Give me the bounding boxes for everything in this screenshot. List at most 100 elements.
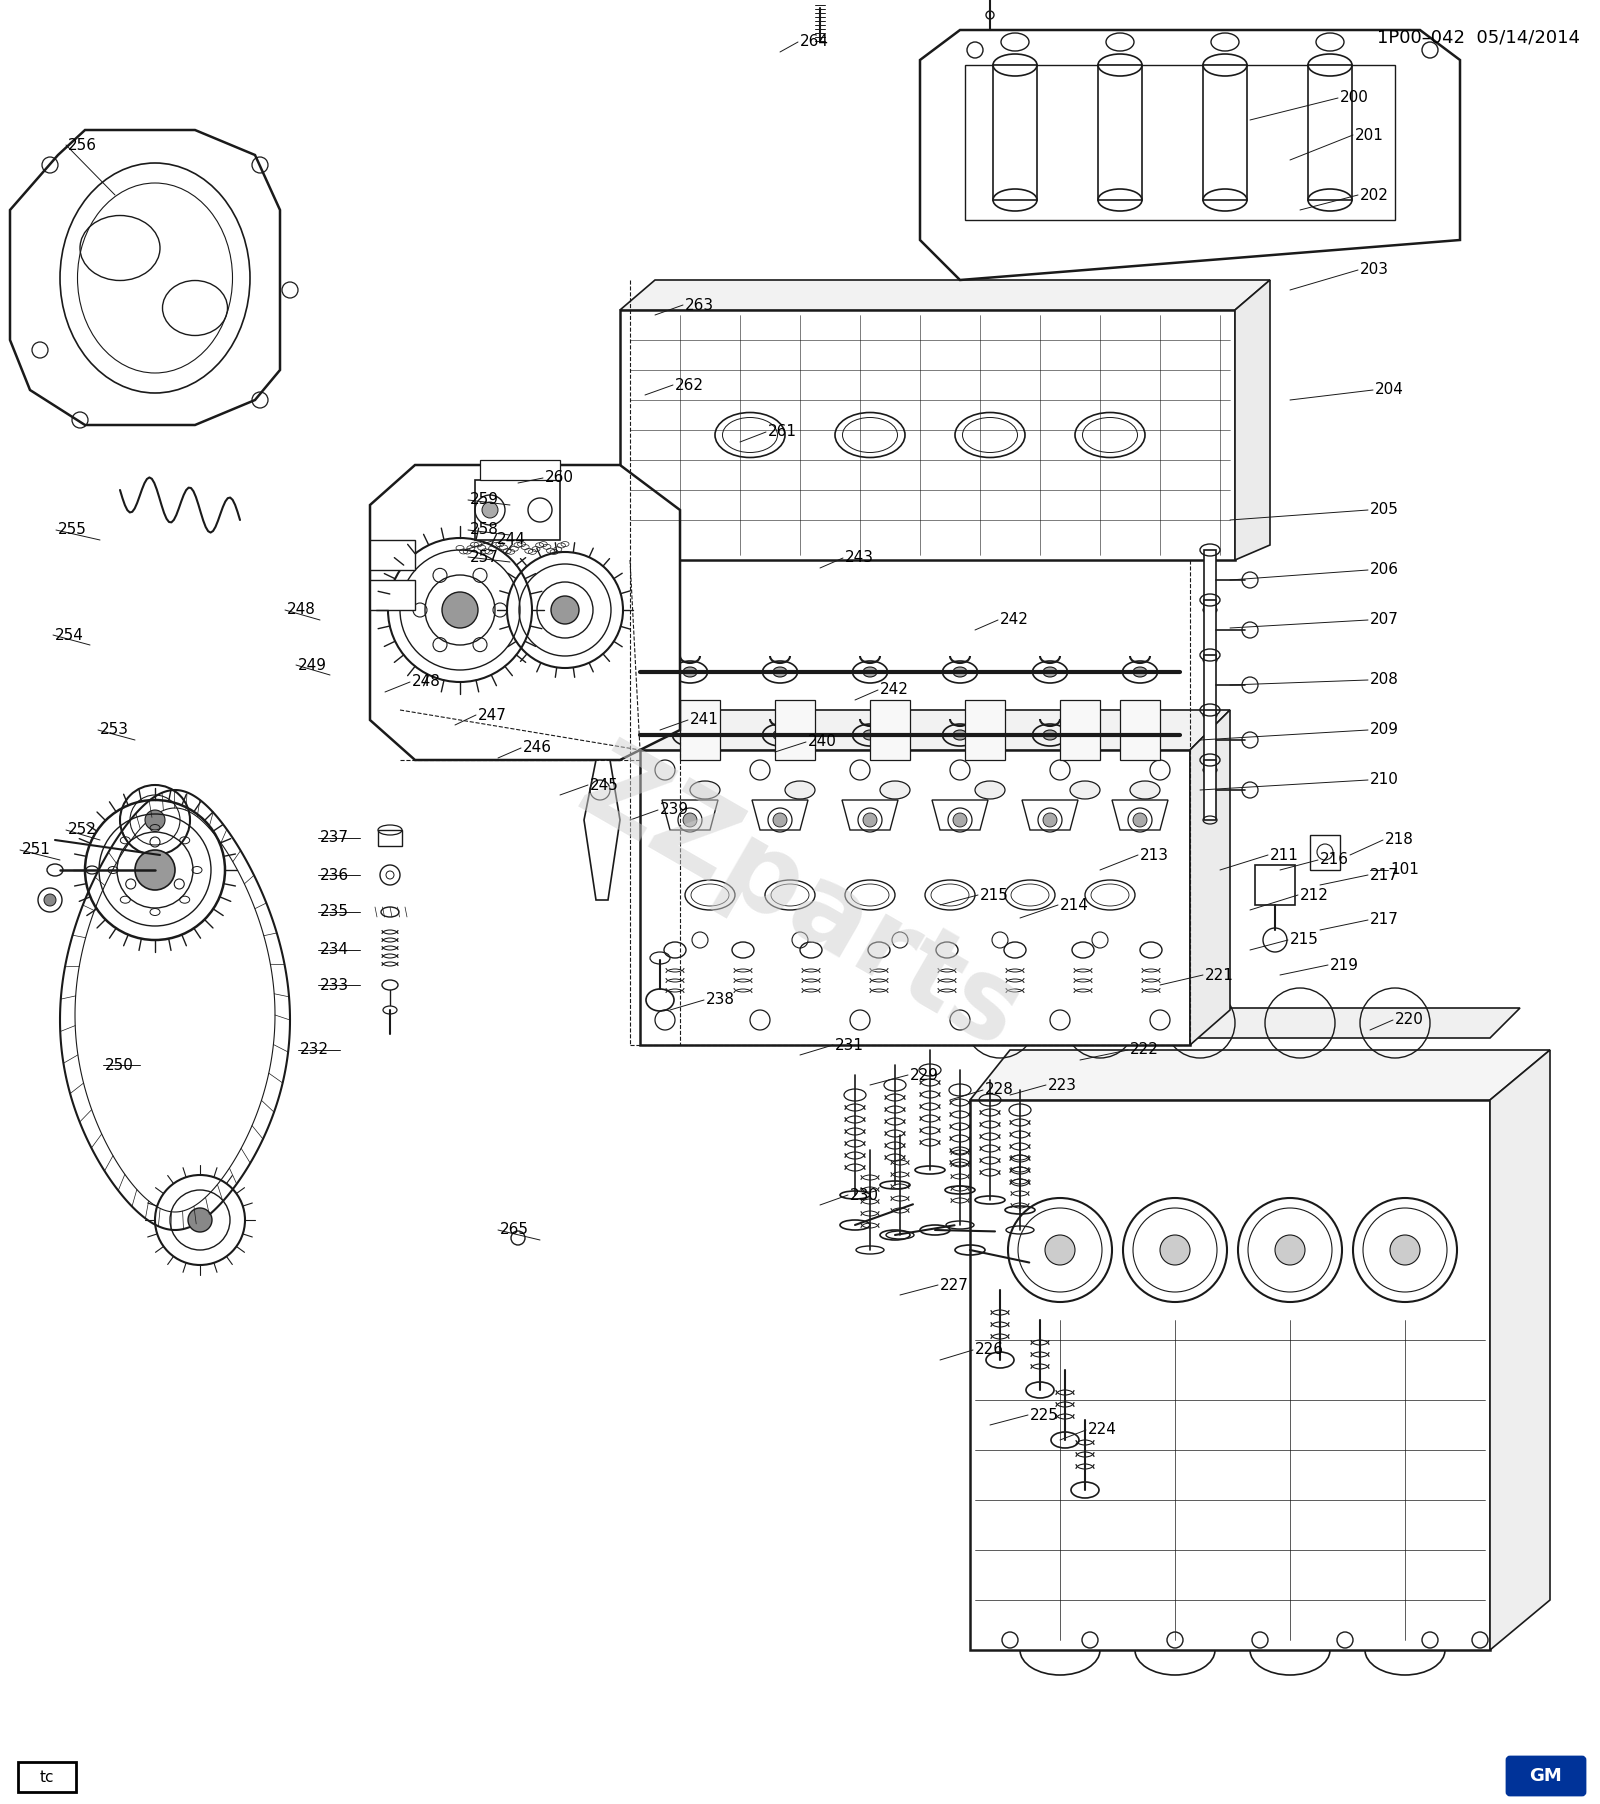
Polygon shape [680, 700, 720, 759]
Circle shape [1133, 814, 1147, 826]
Text: 246: 246 [523, 740, 552, 756]
Text: 229: 229 [910, 1068, 939, 1082]
Bar [18, 1763, 77, 1791]
Text: 221: 221 [1205, 967, 1234, 983]
Polygon shape [621, 280, 1270, 310]
Text: 232: 232 [301, 1043, 330, 1057]
Circle shape [1275, 1236, 1306, 1265]
Polygon shape [370, 581, 414, 610]
Polygon shape [480, 460, 560, 480]
Ellipse shape [773, 731, 787, 740]
Ellipse shape [862, 667, 877, 676]
Polygon shape [640, 711, 1230, 750]
Text: 265: 265 [499, 1223, 530, 1238]
Text: 250: 250 [106, 1057, 134, 1073]
Text: 211: 211 [1270, 848, 1299, 862]
Ellipse shape [1070, 781, 1101, 799]
Text: 226: 226 [974, 1342, 1005, 1357]
Text: 220: 220 [1395, 1012, 1424, 1028]
Text: 258: 258 [470, 523, 499, 538]
Text: 210: 210 [1370, 772, 1398, 788]
Text: 243: 243 [845, 550, 874, 565]
Ellipse shape [880, 781, 910, 799]
Polygon shape [584, 759, 621, 900]
Text: 261: 261 [768, 424, 797, 440]
Polygon shape [1205, 550, 1216, 610]
Polygon shape [1490, 1050, 1550, 1651]
Ellipse shape [683, 667, 698, 676]
Text: 238: 238 [706, 992, 734, 1007]
Polygon shape [1120, 700, 1160, 759]
Polygon shape [370, 539, 414, 570]
Text: 225: 225 [1030, 1407, 1059, 1423]
Polygon shape [621, 530, 1266, 559]
Text: 242: 242 [1000, 613, 1029, 628]
Polygon shape [842, 799, 898, 830]
Circle shape [189, 1209, 211, 1232]
Polygon shape [662, 799, 718, 830]
Bar [965, 65, 1395, 220]
Polygon shape [970, 1100, 1490, 1651]
Text: 215: 215 [979, 888, 1010, 902]
Polygon shape [1309, 65, 1352, 200]
Circle shape [146, 810, 165, 830]
Polygon shape [10, 130, 280, 426]
Text: 223: 223 [1048, 1077, 1077, 1093]
Text: 248: 248 [413, 675, 442, 689]
Circle shape [683, 814, 698, 826]
Text: 213: 213 [1139, 848, 1170, 862]
Text: 237: 237 [320, 830, 349, 846]
Circle shape [862, 814, 877, 826]
Ellipse shape [954, 667, 966, 676]
Text: 240: 240 [808, 734, 837, 749]
Text: 245: 245 [590, 778, 619, 792]
Text: 1P00–042  05/14/2014: 1P00–042 05/14/2014 [1378, 29, 1581, 45]
Polygon shape [994, 65, 1037, 200]
Text: 231: 231 [835, 1037, 864, 1052]
Ellipse shape [862, 731, 877, 740]
Ellipse shape [1133, 731, 1147, 740]
Text: 251: 251 [22, 842, 51, 857]
Ellipse shape [974, 781, 1005, 799]
Circle shape [482, 502, 498, 518]
Ellipse shape [954, 731, 966, 740]
Polygon shape [970, 1050, 1550, 1100]
Text: 264: 264 [800, 34, 829, 49]
Polygon shape [870, 700, 910, 759]
Text: 257: 257 [470, 550, 499, 565]
Circle shape [1043, 814, 1058, 826]
Text: 208: 208 [1370, 673, 1398, 687]
Text: 203: 203 [1360, 263, 1389, 278]
Polygon shape [920, 31, 1459, 280]
Polygon shape [1254, 864, 1294, 906]
Circle shape [550, 595, 579, 624]
Text: 253: 253 [99, 722, 130, 738]
Text: 255: 255 [58, 523, 86, 538]
Text: 228: 228 [986, 1082, 1014, 1097]
Ellipse shape [1133, 667, 1147, 676]
Polygon shape [378, 830, 402, 846]
Polygon shape [621, 310, 1235, 559]
Text: 259: 259 [470, 492, 499, 507]
Text: 222: 222 [1130, 1043, 1158, 1057]
Circle shape [442, 592, 478, 628]
Text: 209: 209 [1370, 722, 1398, 738]
Text: 216: 216 [1320, 853, 1349, 868]
Text: 239: 239 [661, 803, 690, 817]
Ellipse shape [1043, 667, 1058, 676]
Circle shape [45, 895, 56, 906]
Text: 241: 241 [690, 713, 718, 727]
Polygon shape [1112, 799, 1168, 830]
Text: 235: 235 [320, 904, 349, 920]
Text: 248: 248 [286, 603, 315, 617]
Text: 101: 101 [1390, 862, 1419, 877]
Text: 256: 256 [67, 137, 98, 153]
Text: GM: GM [1530, 1766, 1562, 1784]
Polygon shape [1205, 759, 1216, 821]
Polygon shape [931, 799, 989, 830]
Text: 217: 217 [1370, 868, 1398, 882]
Polygon shape [370, 465, 680, 759]
Text: 230: 230 [850, 1187, 878, 1203]
Text: 233: 233 [320, 978, 349, 992]
Circle shape [134, 850, 174, 889]
